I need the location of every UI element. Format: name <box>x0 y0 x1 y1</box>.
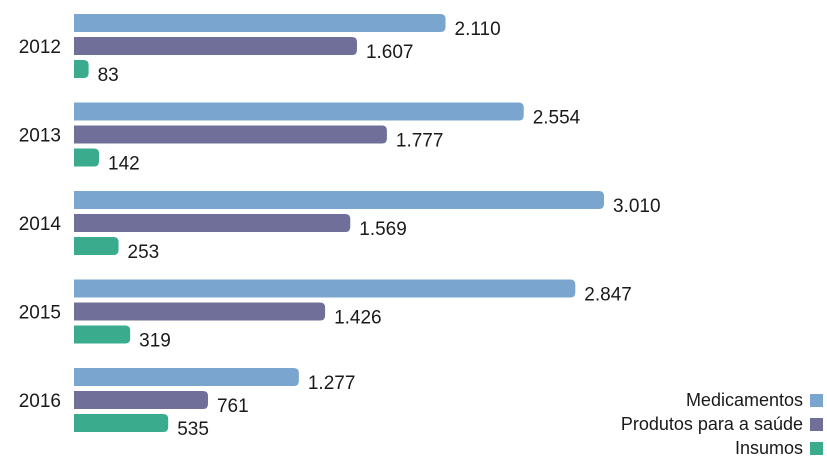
y-tick-label: 2016 <box>19 391 61 412</box>
data-label: 1.607 <box>366 42 414 63</box>
bar-medicamentos <box>74 14 446 32</box>
bar-medicamentos <box>74 368 299 386</box>
bar-medicamentos <box>74 279 576 298</box>
bar-produtos-para-a-sa-de <box>74 37 357 55</box>
data-label: 535 <box>177 419 209 440</box>
data-label: 1.777 <box>396 131 444 152</box>
legend-swatch <box>810 418 823 431</box>
bar-insumos <box>74 414 169 432</box>
y-tick-label: 2012 <box>19 37 61 58</box>
data-label: 83 <box>98 65 119 86</box>
bar-insumos <box>74 148 100 167</box>
data-label: 1.569 <box>359 219 407 240</box>
y-tick-label: 2013 <box>19 126 61 147</box>
bar-produtos-para-a-sa-de <box>74 125 387 144</box>
bar-produtos-para-a-sa-de <box>74 302 326 321</box>
bar-insumos <box>74 325 131 344</box>
data-label: 253 <box>128 242 160 263</box>
bar-medicamentos <box>74 102 524 121</box>
data-label: 2.554 <box>533 108 581 129</box>
legend-label: Medicamentos <box>686 390 803 410</box>
bar-produtos-para-a-sa-de <box>74 391 208 409</box>
bar-insumos <box>74 237 119 255</box>
y-tick-label: 2014 <box>19 214 62 235</box>
bar-produtos-para-a-sa-de <box>74 214 351 232</box>
plot-area: 2012 2.110 1.607 83 2013 2.554 1.777 142 2014 3.0… <box>19 14 661 440</box>
data-label: 761 <box>217 396 249 417</box>
legend: Medicamentos Produtos para a saúde Insumos <box>621 390 823 458</box>
data-label: 3.010 <box>613 196 661 217</box>
data-label: 142 <box>108 154 140 175</box>
bar-medicamentos <box>74 191 604 209</box>
y-tick-label: 2015 <box>19 303 61 324</box>
legend-label: Produtos para a saúde <box>621 414 803 434</box>
data-label: 2.110 <box>455 19 501 40</box>
data-label: 2.847 <box>584 285 632 306</box>
bar-insumos <box>74 60 89 78</box>
legend-swatch <box>810 442 823 455</box>
data-label: 319 <box>139 331 171 352</box>
legend-swatch <box>810 394 823 407</box>
legend-label: Insumos <box>735 438 803 458</box>
data-label: 1.277 <box>308 373 356 394</box>
data-label: 1.426 <box>334 308 382 329</box>
